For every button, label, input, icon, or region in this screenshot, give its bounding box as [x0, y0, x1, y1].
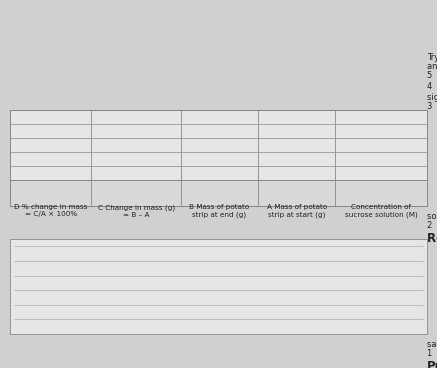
Bar: [10, 180, 427, 206]
Text: any results that seem very different from the others (anomalous results).: any results that seem very different fro…: [427, 62, 437, 71]
Text: D % change in mass
= C/A × 100%: D % change in mass = C/A × 100%: [14, 204, 87, 217]
Text: Concentration of
sucrose solution (M): Concentration of sucrose solution (M): [345, 204, 417, 217]
Text: Prediction: Prediction: [427, 360, 437, 368]
Text: same mass. Explain your predictions.: same mass. Explain your predictions.: [427, 340, 437, 349]
Text: B Mass of potato
strip at end (g): B Mass of potato strip at end (g): [189, 204, 250, 217]
Text: 5   Compare the results for percentage change in mass from all the groups in the: 5 Compare the results for percentage cha…: [427, 71, 437, 80]
Text: Try to suggest a reason why they are so different.: Try to suggest a reason why they are so …: [427, 53, 437, 62]
Text: C Change in mass (g)
= B – A: C Change in mass (g) = B – A: [97, 204, 175, 217]
Text: 1   For each of the solutions you will use, predict whether the potato strips wi: 1 For each of the solutions you will use…: [427, 349, 437, 358]
Bar: [10, 239, 427, 334]
Text: sign is included when writing down values for columns C and D because this revea: sign is included when writing down value…: [427, 93, 437, 102]
Bar: [10, 110, 427, 206]
Text: 2   Complete the first three columns of the table below – Concentration of sucro: 2 Complete the first three columns of th…: [427, 221, 437, 230]
Text: A Mass of potato
strip at start (g): A Mass of potato strip at start (g): [267, 204, 327, 217]
Text: 4   Complete column D by calculating the percentage change in mass for each pota: 4 Complete column D by calculating the p…: [427, 82, 437, 91]
Text: 3   Complete column C by calculating the change in mass for each potato strip us: 3 Complete column C by calculating the c…: [427, 102, 437, 111]
Text: Recording your results: Recording your results: [427, 232, 437, 245]
Text: solution descriptions and your measurements from the experiment.: solution descriptions and your measureme…: [427, 212, 437, 221]
